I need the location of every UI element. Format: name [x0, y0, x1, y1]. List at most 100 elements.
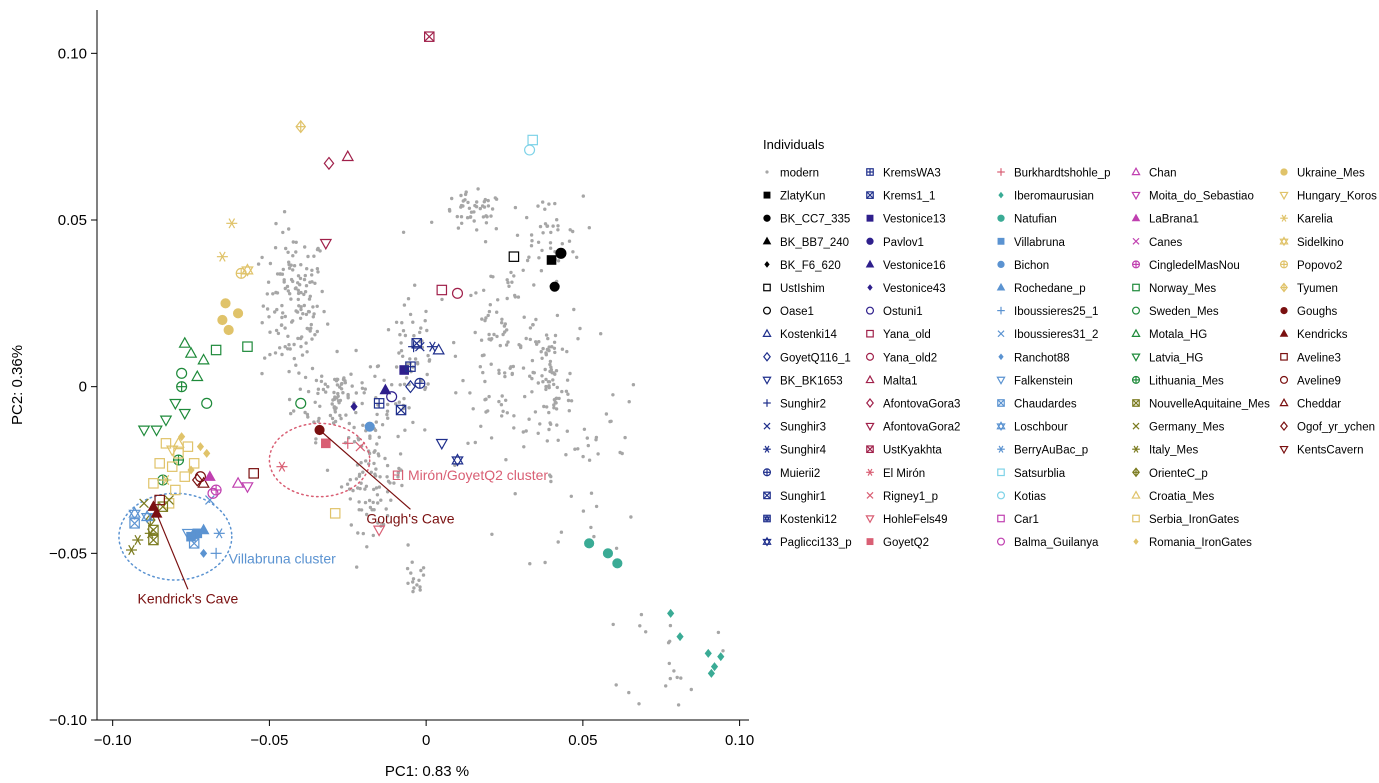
point-natufian	[584, 538, 595, 549]
modern-point	[317, 416, 321, 421]
modern-point	[544, 352, 548, 356]
modern-point	[357, 474, 362, 478]
modern-point	[287, 266, 292, 270]
legend-item-iberomaurusian: Iberomaurusian	[998, 191, 1094, 203]
legend-marker-iboussieres31-2	[997, 330, 1005, 338]
modern-point	[314, 378, 319, 383]
point-rochedane-p	[197, 523, 210, 535]
modern-point	[316, 387, 321, 391]
modern-point	[304, 341, 308, 345]
modern-point	[599, 332, 603, 336]
modern-point	[543, 367, 547, 372]
legend-item-kotias: Kotias	[996, 491, 1046, 503]
legend-label: Italy_Mes	[1149, 445, 1198, 457]
modern-point	[421, 573, 426, 577]
modern-point	[292, 264, 297, 268]
modern-point	[522, 315, 526, 319]
modern-point	[553, 350, 557, 355]
legend-marker-balma-guilanya	[996, 537, 1006, 546]
modern-point	[287, 369, 291, 374]
legend-item-bk-cc7-335: BK_CC7_335	[763, 214, 850, 226]
legend-item-cheddar: Cheddar	[1279, 397, 1341, 411]
legend-marker-modern	[765, 170, 769, 174]
modern-point	[586, 443, 590, 448]
legend-label: Kostenki14	[780, 329, 838, 341]
modern-point	[314, 437, 318, 441]
legend-item-balma-guilanya: Balma_Guilanya	[996, 537, 1099, 549]
modern-point	[497, 371, 501, 375]
modern-point	[480, 204, 485, 208]
modern-point	[371, 500, 375, 505]
legend-marker-kendricks	[1279, 329, 1289, 337]
modern-point	[540, 374, 544, 378]
legend-label: Aveline3	[1297, 352, 1341, 364]
legend-marker-latvia-hg	[1131, 353, 1141, 362]
modern-point	[504, 343, 509, 347]
point-serbia-irongates	[154, 458, 165, 469]
legend-label: Falkenstein	[1014, 375, 1073, 387]
y-tick-label: 0.10	[58, 45, 87, 62]
legend-marker-afontovagora2	[865, 422, 875, 432]
legend-marker-bk-f6-620	[764, 261, 770, 268]
legend-item-bk-f6-620: BK_F6_620	[764, 260, 841, 272]
legend-marker-canes	[1132, 237, 1140, 245]
modern-point	[318, 404, 322, 408]
modern-point	[566, 392, 570, 396]
legend-label: UstKyakhta	[883, 445, 942, 457]
modern-point	[521, 366, 526, 370]
modern-point	[362, 391, 366, 395]
modern-point	[296, 274, 301, 278]
modern-point	[297, 371, 301, 375]
legend-label: Vestonice16	[883, 260, 946, 272]
modern-point	[373, 449, 377, 453]
modern-point	[376, 452, 380, 456]
modern-point	[576, 337, 580, 341]
legend-item-ukraine-mes: Ukraine_Mes	[1280, 168, 1365, 180]
legend-item-ustishim: UstIshim	[763, 283, 825, 295]
modern-point	[260, 371, 264, 376]
modern-point	[582, 427, 587, 431]
legend-item-germany-mes: Germany_Mes	[1132, 422, 1225, 434]
modern-point	[283, 326, 287, 330]
point-motala-hg	[191, 369, 204, 382]
modern-point	[311, 305, 315, 309]
modern-point	[454, 391, 458, 395]
modern-point	[354, 348, 358, 353]
modern-point	[547, 427, 551, 432]
villabruna-cluster-ellipse	[118, 492, 233, 581]
legend-label: Serbia_IronGates	[1149, 514, 1239, 526]
modern-point	[361, 470, 365, 474]
modern-point	[637, 702, 641, 706]
modern-point	[512, 274, 516, 278]
modern-point	[273, 351, 278, 355]
point-kotias	[524, 144, 536, 156]
x-tick-label: 0	[422, 732, 430, 749]
modern-point	[564, 389, 569, 393]
modern-point	[308, 294, 312, 298]
modern-point	[363, 387, 367, 391]
modern-point	[571, 250, 575, 254]
modern-point	[330, 402, 334, 406]
modern-point	[530, 358, 535, 363]
legend-label: Kotias	[1014, 491, 1046, 503]
legend-label: Latvia_HG	[1149, 352, 1203, 364]
modern-point	[402, 303, 407, 307]
point-loschbour	[140, 509, 154, 524]
legend-label: Ostuni1	[883, 306, 923, 318]
legend-marker-serbia-irongates	[1132, 514, 1140, 523]
modern-point	[465, 216, 470, 220]
modern-point	[406, 297, 411, 301]
modern-point	[519, 344, 523, 348]
modern-point	[486, 313, 490, 318]
modern-point	[578, 326, 582, 331]
legend-marker-nouvelleaquitaine-mes	[1132, 399, 1140, 407]
modern-point	[396, 471, 400, 475]
legend-marker-afontovagora3	[866, 398, 874, 408]
modern-point	[482, 288, 486, 292]
modern-point	[611, 393, 615, 397]
modern-point	[490, 532, 494, 536]
modern-point	[565, 378, 570, 382]
modern-point	[565, 349, 569, 354]
modern-point	[555, 313, 560, 318]
legend-label: Satsurblia	[1014, 468, 1066, 480]
